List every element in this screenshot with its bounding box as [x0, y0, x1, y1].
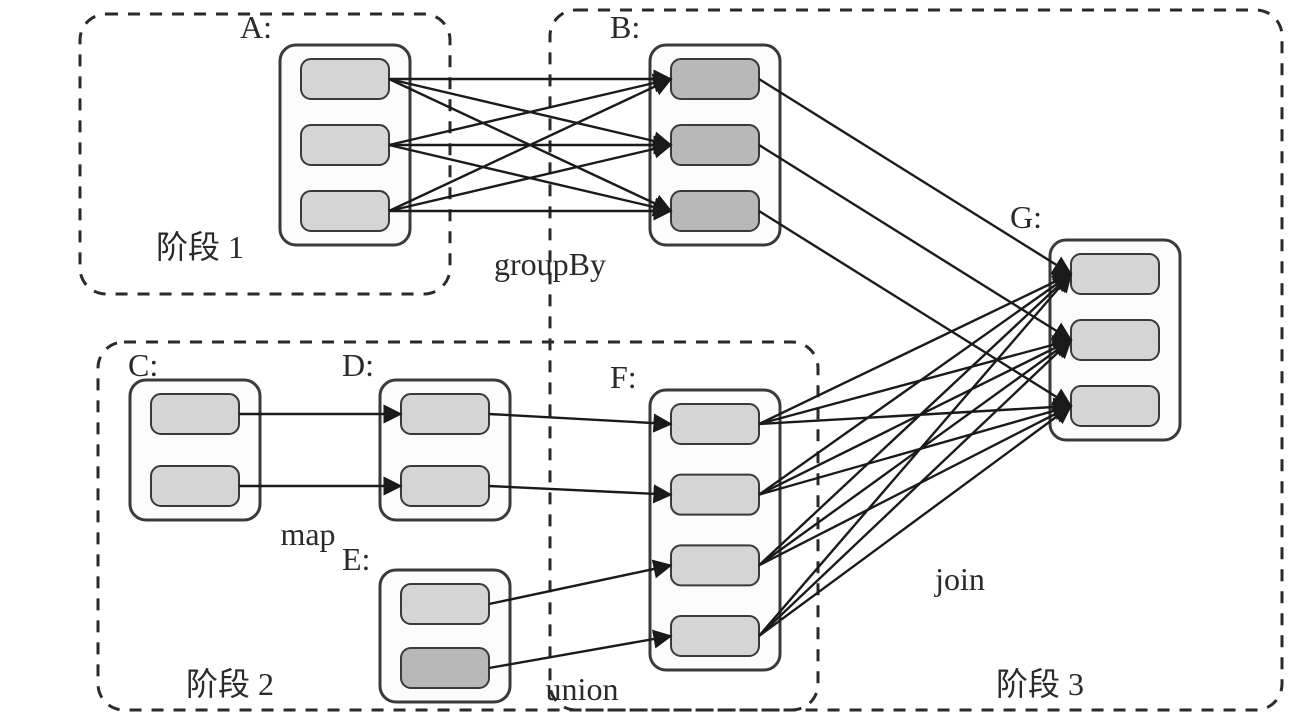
partition-A-0 — [301, 59, 389, 99]
edge-D1-F1 — [489, 486, 671, 495]
node-label-F: F: — [610, 359, 637, 395]
edge-F3-G0 — [759, 274, 1071, 636]
stage2-label: 阶段 2 — [186, 666, 274, 702]
partition-F-1 — [671, 475, 759, 515]
partition-B-0 — [671, 59, 759, 99]
edge-E0-F2 — [489, 565, 671, 604]
edge-F0-G0 — [759, 274, 1071, 424]
node-label-D: D: — [342, 347, 374, 383]
node-label-B: B: — [610, 9, 640, 45]
op-label-union: union — [546, 671, 619, 707]
edge-E1-F3 — [489, 636, 671, 668]
node-label-G: G: — [1010, 199, 1042, 235]
edge-F2-G2 — [759, 406, 1071, 565]
edge-B1-G1 — [759, 145, 1071, 340]
partition-D-1 — [401, 466, 489, 506]
partition-E-0 — [401, 584, 489, 624]
partition-G-1 — [1071, 320, 1159, 360]
partition-F-3 — [671, 616, 759, 656]
partition-G-0 — [1071, 254, 1159, 294]
node-label-E: E: — [342, 541, 370, 577]
edge-F2-G1 — [759, 340, 1071, 565]
stage1-label: 阶段 1 — [156, 229, 244, 265]
partition-G-2 — [1071, 386, 1159, 426]
partition-B-2 — [671, 191, 759, 231]
partition-C-1 — [151, 466, 239, 506]
node-label-A: A: — [240, 9, 272, 45]
partition-A-2 — [301, 191, 389, 231]
op-label-join: join — [934, 561, 985, 597]
partition-B-1 — [671, 125, 759, 165]
edge-F1-G1 — [759, 340, 1071, 495]
edge-F0-G1 — [759, 340, 1071, 424]
stage3-label: 阶段 3 — [996, 666, 1084, 702]
op-label-groupBy: groupBy — [494, 246, 606, 282]
partition-F-2 — [671, 545, 759, 585]
edge-B0-G0 — [759, 79, 1071, 274]
node-label-C: C: — [128, 347, 158, 383]
partition-A-1 — [301, 125, 389, 165]
edge-D0-F0 — [489, 414, 671, 424]
partition-C-0 — [151, 394, 239, 434]
partition-D-0 — [401, 394, 489, 434]
partition-F-0 — [671, 404, 759, 444]
partition-E-1 — [401, 648, 489, 688]
op-label-map: map — [280, 516, 335, 552]
dag-diagram: A: B: C: D: E: F: G: groupBy map union join 阶段 1 阶段 … — [0, 0, 1296, 712]
